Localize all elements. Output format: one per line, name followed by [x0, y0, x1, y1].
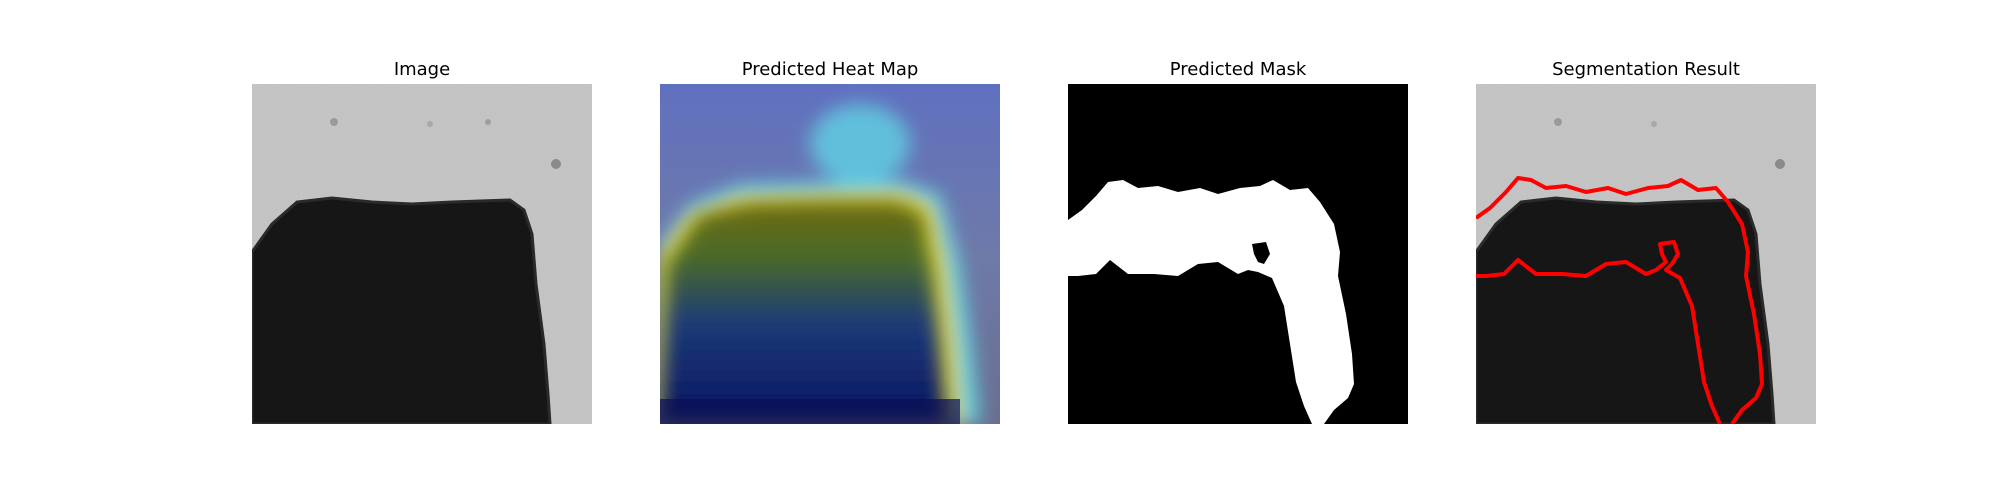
panel-title-heat-map: Predicted Heat Map	[741, 59, 919, 80]
contour-inner	[1476, 240, 1722, 424]
panel-title-segmentation: Segmentation Result	[1552, 59, 1740, 80]
grayscale-image	[252, 84, 592, 424]
panel-mask: Predicted Mask	[1068, 0, 1408, 500]
heat-map	[660, 84, 1000, 424]
panel-heat-map: Predicted Heat Map	[660, 0, 1000, 500]
panel-segmentation: Segmentation Result	[1476, 0, 1816, 500]
panel-title-image: Image	[393, 59, 451, 80]
panel-title-mask: Predicted Mask	[1169, 59, 1307, 80]
contour-outer	[1476, 176, 1764, 424]
panel-image: Image	[252, 0, 592, 500]
binary-mask	[1068, 84, 1408, 424]
segmentation-overlay	[1476, 84, 1816, 424]
